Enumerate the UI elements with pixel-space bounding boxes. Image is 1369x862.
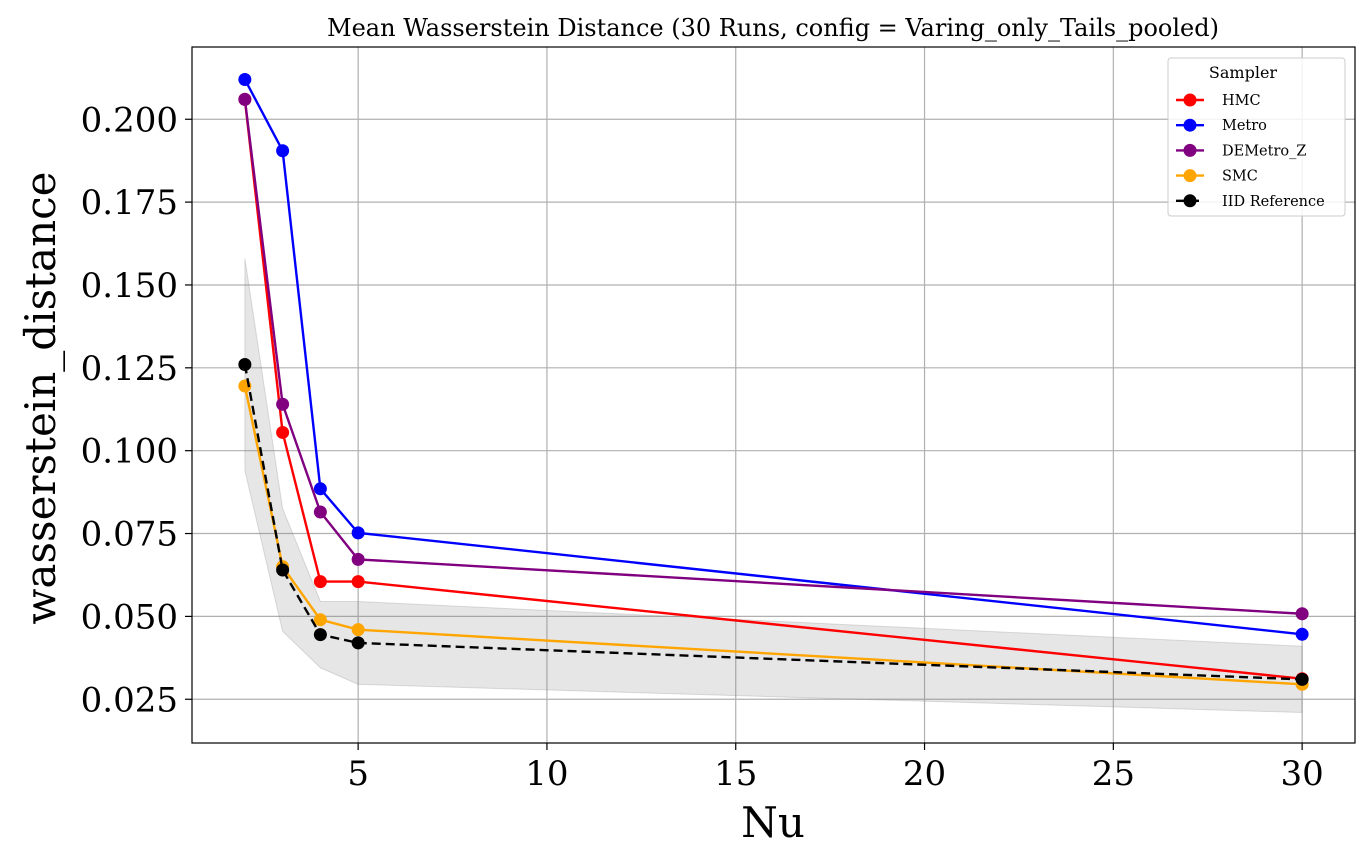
legend: Sampler HMC Metro DEMetro_Z SMC IID Referenc… [1167, 57, 1346, 217]
data-point-smc [313, 613, 327, 627]
data-point-demetro-z [313, 505, 327, 519]
y-tick-label: 0.100 [81, 432, 178, 472]
x-tick-label: 30 [1281, 754, 1324, 794]
series-line-metro [243, 78, 1303, 636]
data-point-hmc [276, 425, 290, 439]
x-tick-label: 15 [714, 754, 757, 794]
plot-frame [191, 46, 1356, 744]
y-tick-label: 0.125 [81, 349, 178, 389]
legend-swatch-marker [1183, 118, 1197, 132]
chart-title: Mean Wasserstein Distance (30 Runs, conf… [327, 14, 1219, 42]
data-point-demetro-z [1295, 607, 1309, 621]
y-tick-label: 0.200 [81, 100, 178, 140]
legend-swatch-marker [1183, 93, 1197, 107]
data-point-iid-reference [238, 358, 252, 372]
data-point-hmc [351, 575, 365, 589]
data-point-demetro-z [351, 552, 365, 566]
x-axis: 5 10 15 20 25 30 [347, 743, 1324, 794]
series-demetro-z [238, 92, 1309, 621]
data-point-metro [1295, 627, 1309, 641]
x-tick-label: 25 [1092, 754, 1135, 794]
data-point-smc [351, 623, 365, 637]
legend-swatch-marker [1183, 143, 1197, 157]
data-point-metro [351, 526, 365, 540]
series-iid-reference [238, 358, 1309, 686]
legend-title: Sampler [1209, 63, 1278, 82]
legend-label: DEMetro_Z [1222, 143, 1306, 159]
data-point-iid-reference [351, 636, 365, 650]
legend-label: Metro [1222, 118, 1267, 134]
data-point-hmc [313, 575, 327, 589]
data-point-metro [276, 144, 290, 158]
series-hmc [238, 92, 1309, 686]
series-metro [238, 72, 1309, 641]
data-point-iid-reference [276, 563, 290, 577]
x-tick-label: 5 [347, 754, 369, 794]
y-tick-label: 0.025 [81, 680, 178, 720]
y-tick-label: 0.175 [81, 183, 178, 223]
series-group [238, 72, 1309, 691]
legend-label: SMC [1222, 169, 1258, 185]
data-point-metro [238, 72, 252, 86]
series-line-hmc [243, 99, 1303, 680]
legend-item-iid-reference: IID Reference [1176, 194, 1325, 210]
legend-swatch-marker [1183, 194, 1197, 208]
legend-label: IID Reference [1222, 194, 1325, 210]
x-tick-label: 20 [903, 754, 946, 794]
legend-item-demetro-z: DEMetro_Z [1176, 143, 1306, 159]
data-point-demetro-z [276, 397, 290, 411]
legend-item-smc: SMC [1176, 169, 1258, 185]
legend-swatch-marker [1183, 169, 1197, 183]
data-point-iid-reference [1295, 672, 1309, 686]
legend-label: HMC [1222, 93, 1261, 109]
y-tick-label: 0.150 [81, 266, 178, 306]
data-point-metro [313, 482, 327, 496]
legend-item-hmc: HMC [1176, 93, 1261, 109]
data-point-demetro-z [238, 92, 252, 106]
x-axis-label: Nu [741, 798, 805, 847]
legend-item-metro: Metro [1176, 118, 1267, 134]
y-tick-label: 0.075 [81, 515, 178, 555]
y-axis: 0.025 0.050 0.075 0.100 0.125 0.150 0.175 0.200 [81, 100, 192, 720]
y-axis-label: wasserstein_distance [16, 171, 65, 624]
x-tick-label: 10 [525, 754, 568, 794]
data-point-iid-reference [313, 628, 327, 642]
legend-box [1167, 57, 1346, 217]
y-tick-label: 0.050 [81, 597, 178, 637]
